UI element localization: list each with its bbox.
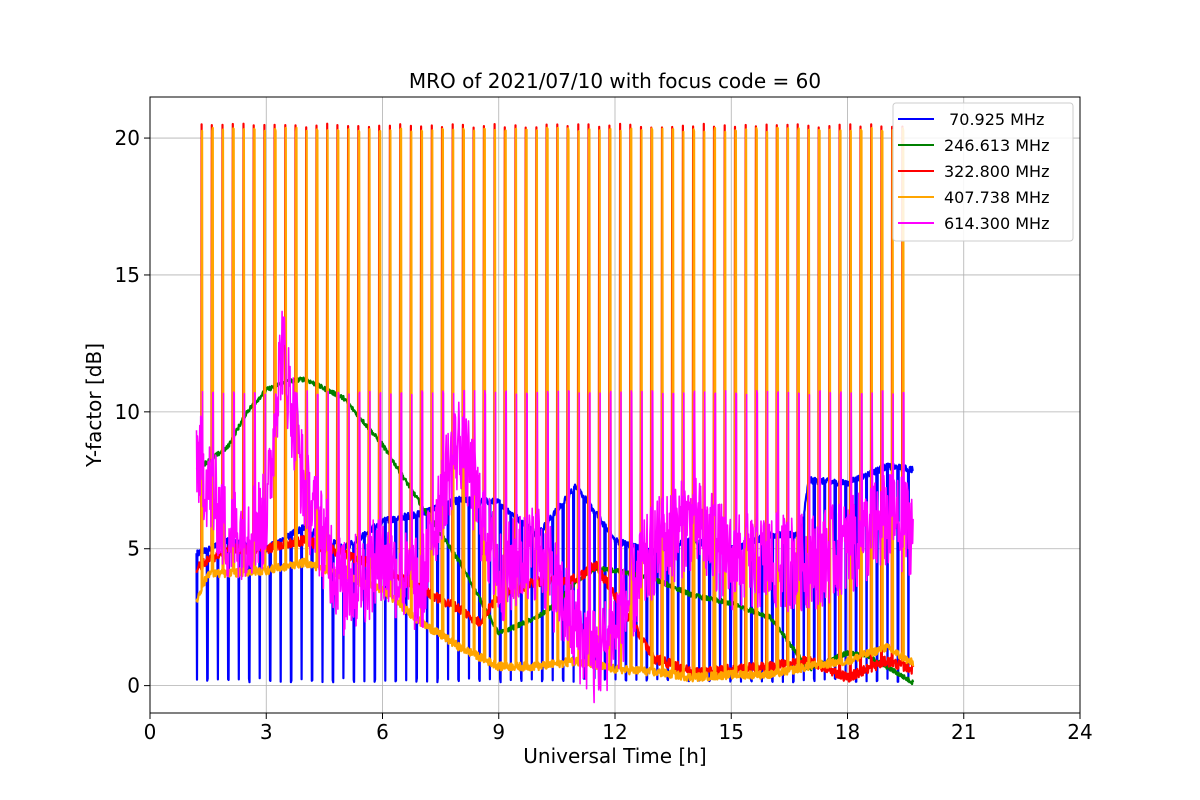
legend-box	[892, 102, 1074, 242]
x-tick-label: 15	[719, 720, 744, 744]
legend-label-614mhz: 614.300 MHz	[944, 214, 1049, 233]
x-axis-label: Universal Time [h]	[523, 744, 706, 768]
series-line-407mhz	[195, 126, 915, 683]
y-axis-label: Y-factor [dB]	[82, 343, 106, 468]
x-tick-label: 18	[835, 720, 860, 744]
chart-title: MRO of 2021/07/10 with focus code = 60	[409, 69, 821, 93]
series-line-614mhz	[195, 310, 914, 704]
y-tick-label: 0	[127, 674, 140, 698]
x-tick-label: 24	[1067, 720, 1092, 744]
x-tick-label: 12	[602, 720, 627, 744]
x-tick-label: 21	[951, 720, 976, 744]
series-layer	[195, 122, 915, 704]
y-tick-label: 5	[127, 537, 140, 561]
x-tick-label: 0	[144, 720, 157, 744]
legend: 70.925 MHz 246.613 MHz 322.800 MHz 407.7…	[892, 102, 1074, 242]
x-tick-label: 3	[260, 720, 273, 744]
legend-label-70mhz: 70.925 MHz	[944, 110, 1044, 129]
legend-label-407mhz: 407.738 MHz	[944, 188, 1049, 207]
x-tick-label: 6	[376, 720, 389, 744]
y-tick-label: 20	[115, 126, 140, 150]
legend-label-246mhz: 246.613 MHz	[944, 136, 1049, 155]
y-tick-label: 15	[115, 263, 140, 287]
legend-label-322mhz: 322.800 MHz	[944, 162, 1049, 181]
y-tick-label: 10	[115, 400, 140, 424]
axis-ticks: 0 3 6 9 12 15 18 21 24 0 5 10 15 20	[115, 126, 1093, 744]
x-tick-label: 9	[492, 720, 505, 744]
